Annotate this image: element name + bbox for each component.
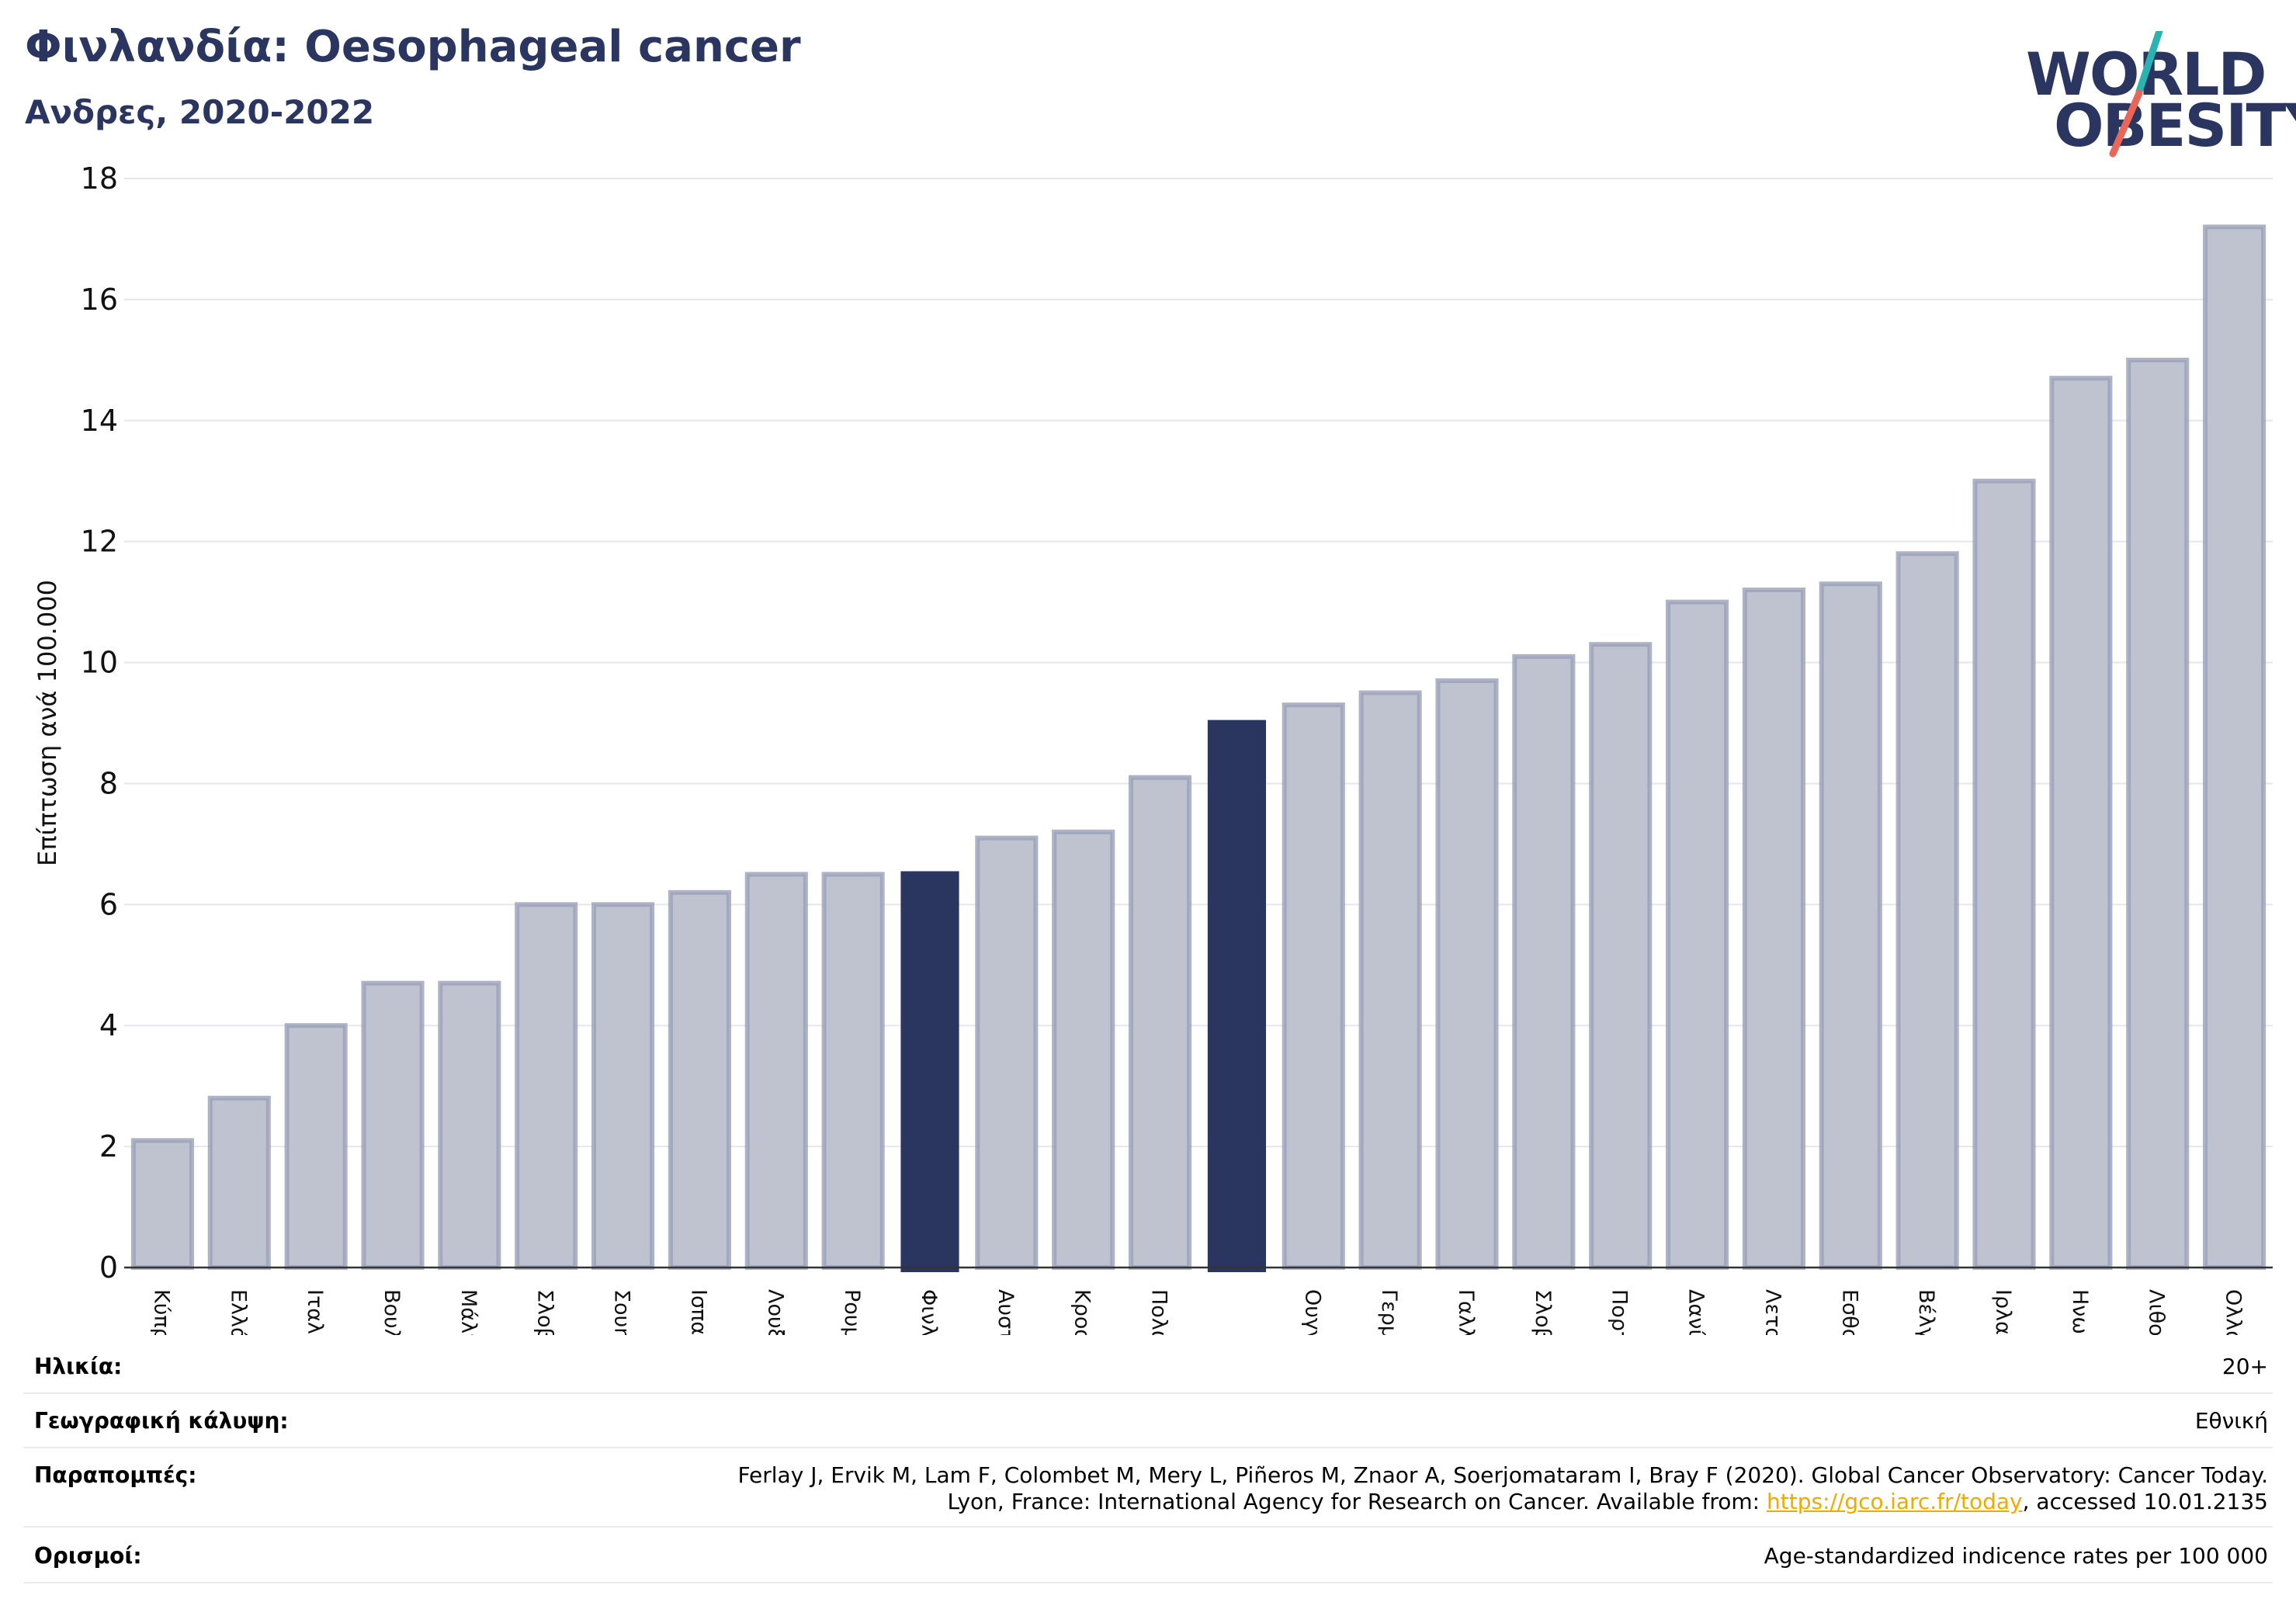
x-tick-label: Φινλανδία [917,1289,941,1335]
chart-title: Φινλανδία: Oesophageal cancer [25,22,801,72]
y-tick-label: 18 [81,161,118,196]
x-tick-label: Λιθουανία [2145,1289,2169,1335]
bar [207,1095,271,1271]
references-line-1: Ferlay J, Ervik M, Lam F, Colombet M, Me… [737,1462,2268,1488]
bar [1895,551,1959,1270]
coverage-value: Εθνική [2194,1408,2268,1434]
x-tick-label: Δανία [1684,1289,1708,1335]
logo-slash-icon [2109,31,2163,158]
divider [23,1447,2273,1448]
bar [1207,720,1266,1272]
x-tick-label: Ολλανδία [2221,1289,2246,1335]
bar [1666,599,1729,1270]
bar-chart: 0 2 4 6 8 10 12 14 16 18 Επίπτωση ανά 100.000 Κύπρο… [33,161,2273,1335]
references-link[interactable]: https://gco.iarc.fr/today [1767,1489,2023,1514]
x-tick-label: Βουλγαρία [380,1289,404,1335]
x-tick-label: Ουγγαρία [1300,1289,1324,1335]
y-tick-label: 4 [99,1008,118,1042]
x-tick-label: Λετονία [1760,1289,1784,1335]
x-tick-label: Ηνωμένο Βασίλειο [2068,1289,2092,1335]
logo-word-obesity: OBESITY [2054,91,2296,160]
x-tick-label: Λουξεμβούργο [763,1289,787,1335]
bar [284,1023,348,1270]
references-line-2: Lyon, France: International Agency for R… [737,1489,2268,1515]
x-tick-label: Ιταλία [303,1289,327,1335]
y-tick-label: 12 [81,525,118,559]
bar [591,902,655,1271]
x-tick-label: Εσθονία [1837,1289,1861,1335]
bar [1358,690,1422,1270]
world-obesity-logo: WORLD OBESITY [2026,31,2296,163]
bar [744,872,808,1270]
x-tick-label: Ρουμανία [840,1289,864,1335]
bar [2203,224,2267,1270]
y-tick-label: 16 [81,283,118,317]
x-tick-label: Γαλλία [1454,1289,1478,1335]
x-tick-label: Ιρλανδία [1991,1289,2015,1335]
y-tick-label: 6 [99,887,118,921]
references-line-2-text: Lyon, France: International Agency for R… [947,1489,1767,1514]
y-tick-label: 2 [99,1129,118,1163]
bar [1742,588,1805,1270]
x-tick-label: Ελλάδα [226,1289,250,1335]
x-tick-label: Πορτογαλία [1608,1289,1632,1335]
divider [23,1526,2273,1528]
bar [361,980,425,1271]
chart-subtitle: Ανδρες, 2020-2022 [25,93,375,131]
y-tick-label: 14 [81,404,118,438]
bar [2126,357,2190,1270]
x-tick-label: Σουηδία [610,1289,634,1335]
definitions-value: Age-standardized indicence rates per 100… [1764,1543,2268,1569]
bar [975,835,1039,1271]
references-line-2-tail: , accessed 10.01.2135 [2022,1489,2268,1514]
bar [130,1138,194,1270]
references-text: Ferlay J, Ervik M, Lam F, Colombet M, Me… [737,1462,2268,1515]
bar [1972,478,2036,1270]
bar [2049,376,2113,1270]
references-label: Παραπομπές: [34,1462,197,1488]
y-tick-label: 0 [99,1250,118,1285]
bar [1512,654,1576,1270]
bar [1129,775,1192,1270]
bar [1052,829,1115,1271]
divider [23,1392,2273,1394]
y-axis-label: Επίπτωση ανά 100.000 [33,580,62,866]
bar [1589,642,1653,1270]
bar [821,872,885,1270]
x-tick-label: Κροατία [1070,1289,1094,1335]
bar [438,980,501,1271]
bar [1435,678,1499,1270]
x-tick-label: Κύπρος [149,1289,173,1335]
bar [1282,702,1345,1270]
bar [900,871,959,1272]
y-tick-label: 8 [99,766,118,800]
age-label: Ηλικία: [34,1354,123,1379]
x-tick-label: Μάλτα [456,1289,480,1335]
bar [515,902,578,1271]
x-tick-label: Σλοβενία [533,1289,557,1335]
coverage-label: Γεωγραφική κάλυψη: [34,1408,289,1434]
x-tick-label: Αυστρία [994,1289,1018,1335]
x-tick-label: Βέλγιο [1914,1289,1938,1335]
x-tick-label: Σλοβακία [1531,1289,1555,1335]
divider [23,1582,2273,1583]
y-tick-label: 10 [81,646,118,680]
x-tick-label: Ισπανία [686,1289,710,1335]
definitions-label: Ορισμοί: [34,1543,142,1569]
bar [668,890,731,1270]
x-tick-label: Γερμανία [1377,1289,1401,1335]
bar [1819,581,1882,1270]
x-tick-label: Πολωνία [1147,1289,1171,1335]
age-value: 20+ [2221,1354,2268,1379]
